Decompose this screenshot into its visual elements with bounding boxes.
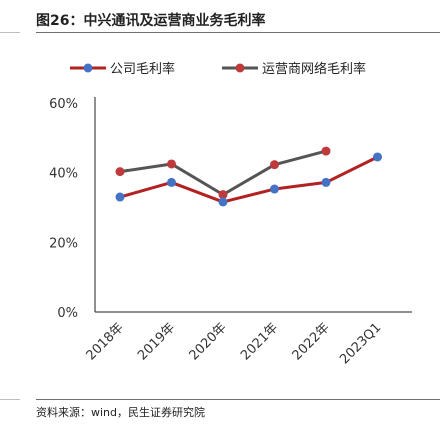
x-tick-label: 2023Q1 bbox=[337, 320, 384, 367]
source-note: 资料来源：wind，民生证券研究院 bbox=[36, 406, 206, 419]
axes: 0% 20% 40% 60% 2018年 2019年 2020年 2021年 2022年 2023… bbox=[49, 97, 412, 367]
data-point bbox=[115, 192, 125, 202]
legend-marker-swatch bbox=[235, 63, 245, 73]
y-tick-label: 20% bbox=[49, 236, 78, 251]
legend-marker-swatch bbox=[83, 63, 93, 73]
source-rule bbox=[36, 399, 440, 400]
chart-title: 图26：中兴通讯及运营商业务毛利率 bbox=[36, 13, 266, 29]
data-point bbox=[270, 160, 279, 170]
data-point bbox=[270, 184, 279, 194]
legend: 公司毛利率 运营商网络毛利率 bbox=[70, 61, 366, 77]
x-tick-label: 2018年 bbox=[84, 320, 127, 363]
data-point bbox=[321, 177, 331, 187]
line-chart: 公司毛利率 运营商网络毛利率 0% 20% 40% 60% 2018年 2019年 2020年… bbox=[49, 61, 412, 367]
x-tick-label: 2021年 bbox=[238, 320, 281, 363]
data-point bbox=[321, 146, 331, 156]
legend-label: 运营商网络毛利率 bbox=[262, 61, 366, 77]
data-point bbox=[115, 167, 125, 177]
x-tick-label: 2019年 bbox=[135, 320, 178, 363]
legend-item-1: 公司毛利率 bbox=[70, 61, 175, 77]
y-tick-label: 60% bbox=[49, 97, 78, 112]
bottom-left-rule bbox=[0, 399, 20, 400]
data-point bbox=[218, 190, 228, 200]
series-2 bbox=[115, 146, 331, 200]
series-line bbox=[119, 155, 379, 204]
title-underline bbox=[36, 32, 440, 33]
y-tick-label: 40% bbox=[49, 167, 78, 182]
series-1 bbox=[115, 152, 382, 207]
legend-item-2: 运营商网络毛利率 bbox=[222, 61, 366, 77]
data-point bbox=[218, 197, 228, 207]
y-tick-label: 0% bbox=[57, 306, 78, 321]
data-point bbox=[373, 152, 382, 162]
series-layer bbox=[115, 146, 382, 207]
legend-label: 公司毛利率 bbox=[110, 61, 175, 77]
data-point bbox=[167, 159, 176, 169]
data-point bbox=[167, 177, 176, 187]
header: 图26：中兴通讯及运营商业务毛利率 bbox=[0, 0, 446, 36]
x-tick-label: 2022年 bbox=[290, 320, 333, 363]
x-tick-label: 2020年 bbox=[187, 320, 230, 363]
top-left-rule bbox=[0, 32, 20, 33]
